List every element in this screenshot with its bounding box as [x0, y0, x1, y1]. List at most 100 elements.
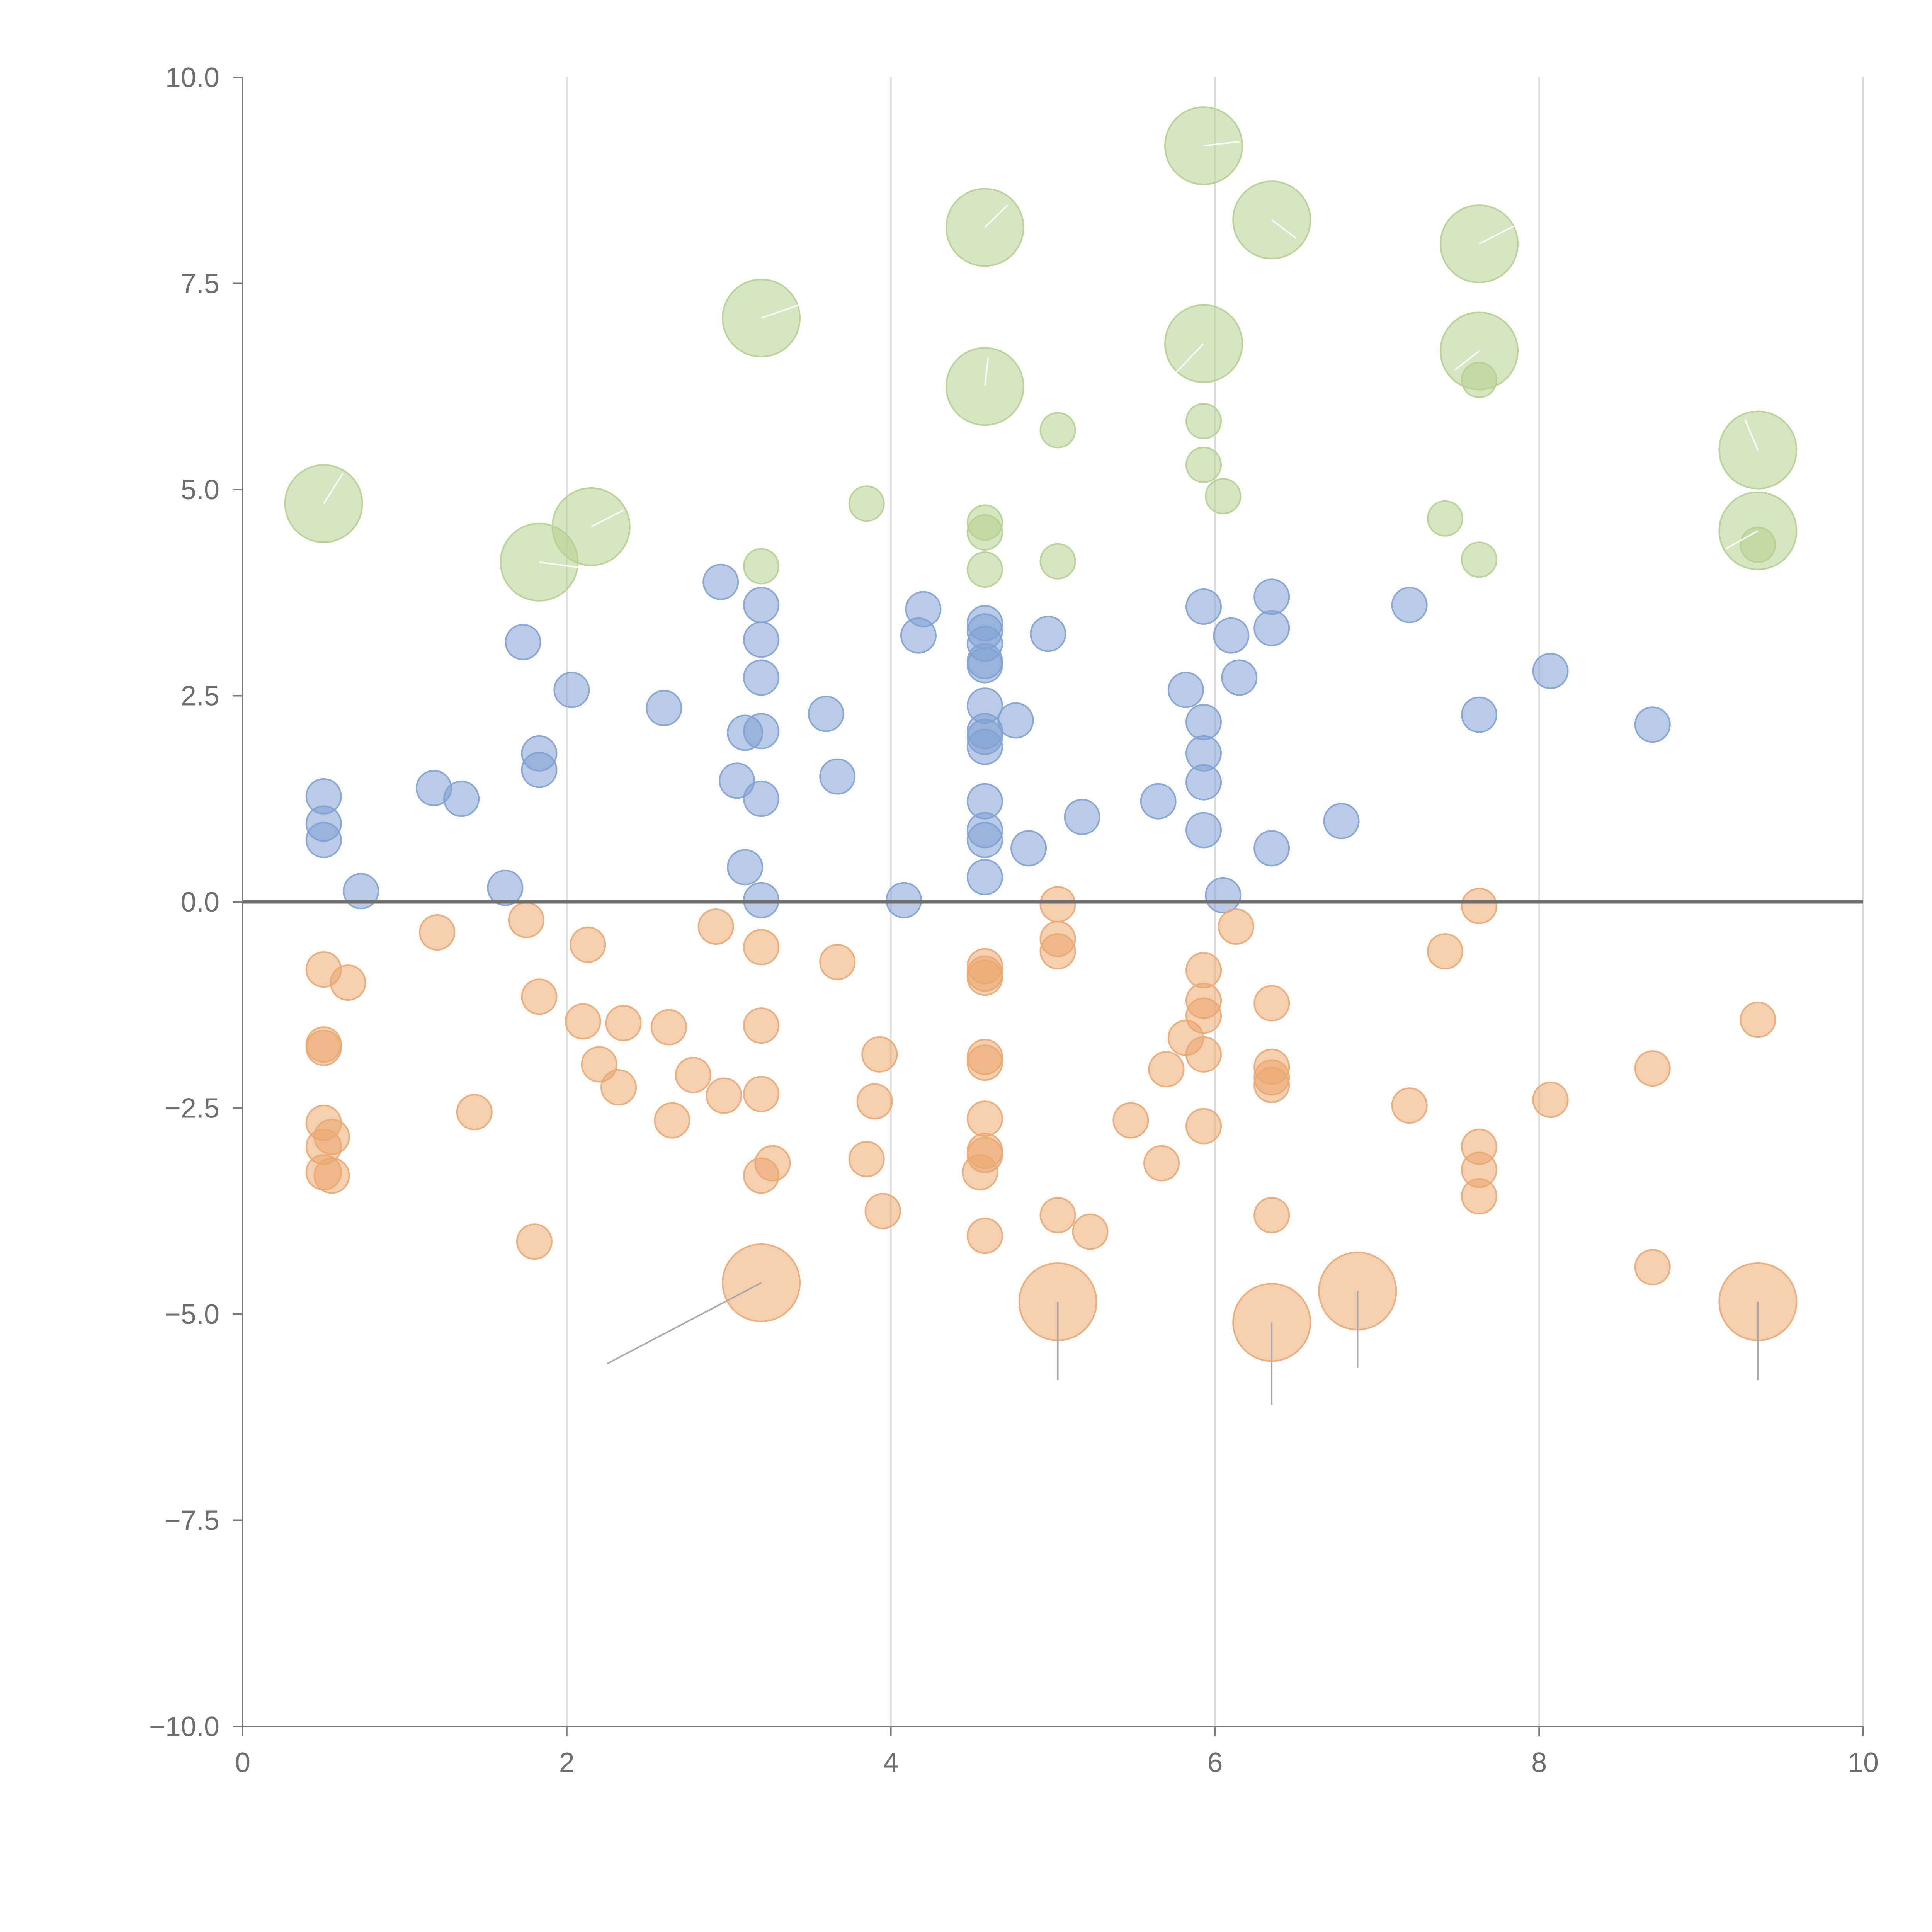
- data-point: [487, 869, 524, 906]
- data-point: [1143, 1145, 1180, 1182]
- data-point: [1253, 1197, 1290, 1233]
- y-tick-label: 10.0: [165, 62, 219, 93]
- data-point: [1634, 1050, 1671, 1087]
- leader-line: [1271, 219, 1297, 239]
- data-point: [1205, 478, 1242, 515]
- data-point: [1148, 1051, 1185, 1088]
- data-point: [1185, 952, 1222, 989]
- data-point: [848, 1141, 885, 1177]
- data-point: [966, 551, 1003, 588]
- data-point: [856, 1083, 893, 1120]
- data-point: [521, 752, 558, 788]
- data-point: [743, 1007, 780, 1044]
- data-point: [864, 1193, 901, 1230]
- data-point: [1030, 616, 1066, 652]
- data-point: [861, 1036, 898, 1073]
- data-point: [966, 514, 1003, 551]
- y-tick-label: −5.0: [165, 1299, 219, 1330]
- y-tick-label: −7.5: [165, 1505, 219, 1536]
- leader-line: [1479, 225, 1515, 245]
- data-point: [1167, 672, 1204, 708]
- y-tick-label: −2.5: [165, 1093, 219, 1124]
- data-point: [1039, 1197, 1076, 1233]
- data-point: [1185, 764, 1222, 801]
- data-point: [1112, 1102, 1149, 1139]
- data-point: [1185, 704, 1222, 740]
- data-point: [1253, 578, 1290, 615]
- data-point: [1532, 1082, 1569, 1118]
- data-point: [743, 929, 780, 966]
- data-point: [1427, 500, 1463, 537]
- data-point: [1185, 1108, 1222, 1145]
- data-point: [1039, 886, 1076, 923]
- data-point: [1185, 446, 1222, 483]
- leader-line: [1203, 141, 1240, 147]
- data-point: [1461, 888, 1498, 924]
- data-point: [305, 821, 342, 858]
- data-point: [675, 1057, 711, 1094]
- leader-line: [984, 357, 989, 387]
- annotation-layer: [243, 141, 1863, 1405]
- data-point: [1391, 1087, 1428, 1124]
- data-point: [1221, 659, 1258, 696]
- data-point: [966, 728, 1003, 765]
- leader-line: [1454, 350, 1480, 371]
- data-point: [743, 713, 780, 750]
- data-point: [1391, 587, 1428, 623]
- data-point: [570, 926, 606, 963]
- data-point: [966, 647, 1003, 684]
- x-tick-label: 0: [235, 1747, 250, 1778]
- data-point: [516, 1223, 553, 1260]
- y-tick-label: 0.0: [181, 887, 219, 918]
- x-tick-label: 10: [1848, 1747, 1879, 1778]
- data-point: [966, 821, 1003, 858]
- data-point: [1740, 1002, 1776, 1038]
- data-point: [330, 964, 366, 1001]
- data-point: [1205, 877, 1242, 913]
- data-point: [1461, 541, 1498, 578]
- data-point: [1323, 803, 1360, 839]
- data-point: [1185, 588, 1222, 625]
- data-point: [419, 914, 456, 951]
- data-point: [651, 1009, 687, 1046]
- data-point: [505, 624, 541, 660]
- series-blue: [305, 564, 1671, 918]
- y-tick-label: 7.5: [181, 269, 219, 299]
- data-point: [1185, 812, 1222, 849]
- data-point: [1740, 526, 1776, 563]
- data-point: [553, 672, 590, 708]
- data-point: [706, 1077, 742, 1114]
- data-point: [1634, 706, 1671, 743]
- data-point: [1253, 830, 1290, 867]
- data-point: [521, 978, 558, 1015]
- data-point: [605, 1005, 642, 1041]
- data-point: [508, 901, 544, 938]
- leader-line: [539, 561, 583, 569]
- data-point: [600, 1069, 637, 1106]
- data-point: [743, 1076, 780, 1112]
- data-point: [313, 1157, 350, 1194]
- data-point: [1532, 653, 1569, 689]
- data-point: [343, 873, 379, 910]
- data-point: [966, 1218, 1003, 1254]
- data-point: [1185, 1036, 1222, 1073]
- data-point: [1213, 617, 1250, 654]
- data-point: [1010, 830, 1047, 867]
- data-point: [819, 758, 856, 795]
- data-point: [1218, 908, 1254, 945]
- y-tick-label: 5.0: [181, 474, 219, 505]
- data-point: [1427, 933, 1463, 970]
- data-point: [966, 959, 1003, 996]
- series-orange: [305, 886, 1798, 1362]
- data-point: [1461, 1178, 1498, 1214]
- x-tick-label: 8: [1531, 1747, 1547, 1778]
- data-point: [727, 849, 764, 886]
- x-tick-label: 6: [1207, 1747, 1223, 1778]
- x-tick-label: 4: [883, 1747, 899, 1778]
- data-point: [719, 762, 755, 799]
- data-point: [754, 1145, 791, 1182]
- leader-line: [984, 204, 1008, 228]
- data-point: [819, 944, 856, 980]
